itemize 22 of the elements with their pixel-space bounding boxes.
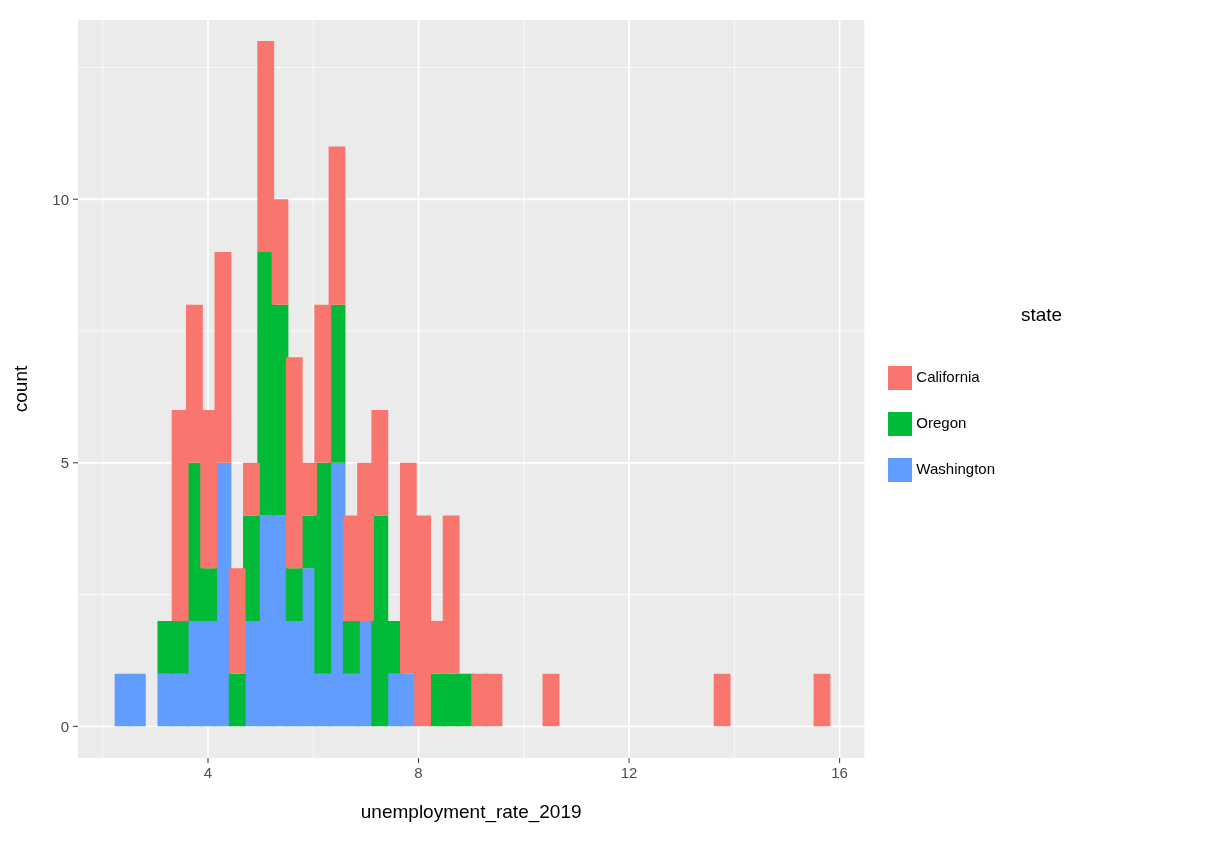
legend-title: state bbox=[1021, 304, 1063, 326]
bar bbox=[243, 462, 260, 516]
bar bbox=[713, 673, 731, 727]
legend-label: Oregon bbox=[916, 414, 967, 431]
bar bbox=[342, 620, 360, 674]
x-tick-label: 8 bbox=[414, 763, 423, 781]
y-tick-label: 10 bbox=[52, 190, 69, 208]
legend-label: Washington bbox=[916, 460, 995, 477]
x-tick-label: 12 bbox=[620, 763, 638, 781]
bar bbox=[813, 673, 831, 727]
bar bbox=[228, 673, 246, 727]
x-tick-label: 4 bbox=[203, 763, 213, 781]
y-tick-label: 0 bbox=[60, 717, 69, 735]
legend-label: California bbox=[916, 368, 980, 385]
bar bbox=[243, 515, 260, 621]
x-tick-label: 16 bbox=[831, 763, 848, 781]
x-axis-title: unemployment_rate_2019 bbox=[360, 801, 582, 823]
y-axis-title: count bbox=[9, 365, 31, 413]
bar bbox=[228, 568, 246, 674]
bar bbox=[285, 568, 303, 621]
y-tick-label: 5 bbox=[60, 454, 69, 472]
bar bbox=[542, 673, 560, 727]
